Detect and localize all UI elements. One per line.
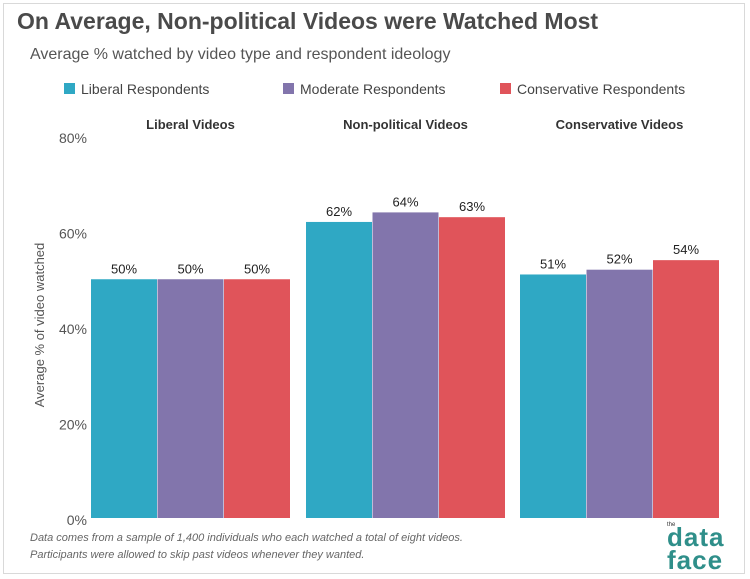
bar-value-label: 64% bbox=[392, 194, 418, 209]
panel-titles: Liberal Videos Non-political Videos Conser… bbox=[146, 117, 683, 132]
y-tick-label: 60% bbox=[59, 226, 87, 242]
chart-title: On Average, Non-political Videos were Wa… bbox=[17, 8, 599, 34]
legend-swatch bbox=[283, 83, 294, 94]
legend: Liberal Respondents Moderate Respondents C… bbox=[64, 81, 685, 97]
bar-value-label: 54% bbox=[673, 242, 699, 257]
bar bbox=[372, 212, 439, 518]
footnote-line-1: Data comes from a sample of 1,400 indivi… bbox=[30, 532, 463, 544]
bar-value-label: 62% bbox=[326, 204, 352, 219]
footnote: Data comes from a sample of 1,400 indivi… bbox=[30, 530, 463, 564]
bar bbox=[224, 279, 290, 518]
bar-value-label: 51% bbox=[540, 256, 566, 271]
y-tick-label: 20% bbox=[59, 417, 87, 433]
legend-label: Liberal Respondents bbox=[81, 81, 209, 97]
bar-value-label: 50% bbox=[244, 261, 270, 276]
dataface-logo: the data face bbox=[667, 522, 727, 575]
bar bbox=[586, 269, 653, 518]
logo-bottom-text: face bbox=[667, 545, 724, 575]
footnote-line-2: Participants were allowed to skip past v… bbox=[30, 549, 365, 561]
bar-value-label: 52% bbox=[606, 252, 632, 267]
logo-top-text: data bbox=[667, 522, 725, 552]
legend-label: Moderate Respondents bbox=[300, 81, 446, 97]
y-axis: Average % of video watched 0% 20% 40% 60% 80… bbox=[32, 130, 87, 528]
bar bbox=[306, 221, 372, 518]
y-axis-label: Average % of video watched bbox=[32, 243, 47, 408]
chart-frame bbox=[3, 3, 745, 574]
legend-label: Conservative Respondents bbox=[517, 81, 685, 97]
y-tick-label: 80% bbox=[59, 130, 87, 146]
bar bbox=[91, 279, 157, 518]
y-tick-label: 40% bbox=[59, 321, 87, 337]
panel-title: Conservative Videos bbox=[556, 117, 684, 132]
bar-labels: 50% 50% 50% 62% 64% 63% 51% 52% 54% bbox=[111, 194, 699, 276]
bar bbox=[520, 274, 586, 518]
panel-title: Non-political Videos bbox=[343, 117, 468, 132]
bars bbox=[91, 212, 719, 519]
bar bbox=[157, 279, 224, 518]
chart-subtitle: Average % watched by video type and resp… bbox=[30, 46, 451, 63]
legend-swatch bbox=[500, 83, 511, 94]
bar-value-label: 50% bbox=[177, 261, 203, 276]
bar-value-label: 50% bbox=[111, 261, 137, 276]
y-tick-label: 0% bbox=[67, 512, 87, 528]
bar bbox=[653, 260, 719, 518]
bar-value-label: 63% bbox=[459, 199, 485, 214]
legend-swatch bbox=[64, 83, 75, 94]
panel-title: Liberal Videos bbox=[146, 117, 235, 132]
bar bbox=[439, 217, 505, 519]
logo-small-text: the bbox=[667, 522, 676, 528]
